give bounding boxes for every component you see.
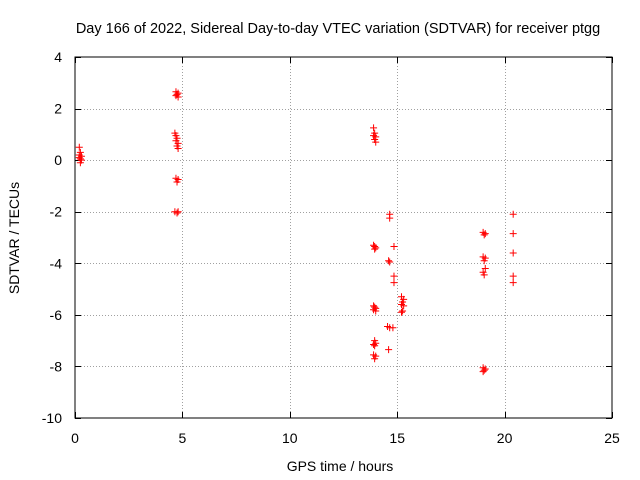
data-point xyxy=(480,231,488,239)
axis-ticks xyxy=(75,57,613,419)
data-point xyxy=(371,245,379,253)
data-point xyxy=(509,210,517,218)
data-point xyxy=(173,209,181,217)
data-point xyxy=(479,368,487,376)
data-point xyxy=(371,355,379,363)
gridlines xyxy=(75,57,612,418)
data-point xyxy=(509,279,517,287)
y-tick-label: -2 xyxy=(50,204,63,220)
y-tick-label: -8 xyxy=(50,358,63,374)
y-tick-label: -4 xyxy=(50,255,63,271)
data-point xyxy=(370,341,378,349)
plot-frame xyxy=(74,56,613,419)
x-axis-label: GPS time / hours xyxy=(287,458,394,474)
x-tick-labels: 0 5 10 15 20 25 xyxy=(71,430,620,446)
data-point xyxy=(480,257,488,265)
x-tick-label: 15 xyxy=(389,430,405,446)
data-point xyxy=(480,271,488,279)
y-tick-label: -6 xyxy=(50,307,63,323)
y-tick-labels: -10 -8 -6 -4 -2 0 2 4 xyxy=(42,49,62,426)
data-point xyxy=(386,258,394,266)
data-point xyxy=(480,366,488,374)
data-point xyxy=(481,264,489,272)
data-point xyxy=(509,230,517,238)
data-point xyxy=(399,307,407,315)
data-point xyxy=(75,143,83,151)
x-tick-label: 20 xyxy=(497,430,513,446)
y-tick-label: 0 xyxy=(54,152,62,168)
y-tick-label: 2 xyxy=(54,101,62,117)
data-point xyxy=(386,214,394,222)
data-point xyxy=(390,272,398,280)
data-point xyxy=(174,145,182,153)
data-point xyxy=(372,138,380,146)
data-point xyxy=(371,342,379,350)
data-point xyxy=(174,208,182,216)
data-point xyxy=(173,178,181,186)
chart-title: Day 166 of 2022, Sidereal Day-to-day VTE… xyxy=(76,21,600,37)
data-point xyxy=(370,124,378,132)
x-tick-label: 0 xyxy=(71,430,79,446)
data-point xyxy=(389,324,397,332)
data-point xyxy=(372,307,380,315)
data-point xyxy=(174,93,182,101)
x-tick-label: 5 xyxy=(179,430,187,446)
data-point xyxy=(385,257,393,265)
y-tick-label: 4 xyxy=(54,49,62,65)
x-tick-label: 10 xyxy=(282,430,298,446)
data-point xyxy=(390,243,398,251)
y-tick-label: -10 xyxy=(42,410,62,426)
data-point xyxy=(397,308,405,316)
data-point xyxy=(481,230,489,238)
data-point xyxy=(372,244,380,252)
x-tick-label: 25 xyxy=(604,430,620,446)
data-point xyxy=(509,272,517,280)
data-point xyxy=(509,249,517,257)
y-axis-label: SDTVAR / TECUs xyxy=(6,182,22,294)
data-point xyxy=(76,159,84,167)
data-points xyxy=(75,88,517,376)
data-point xyxy=(390,279,398,287)
data-point xyxy=(400,302,408,310)
data-point xyxy=(385,346,393,354)
